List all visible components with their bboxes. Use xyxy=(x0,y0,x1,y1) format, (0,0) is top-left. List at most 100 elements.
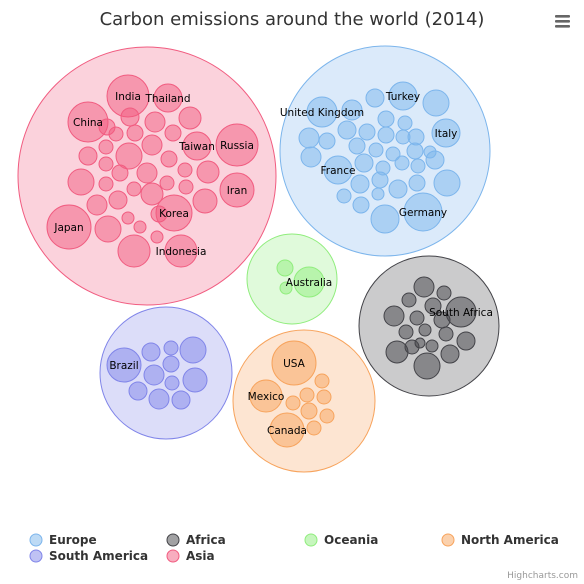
series-group-oceania[interactable]: Australia xyxy=(246,233,338,325)
bubble-europe-12[interactable] xyxy=(397,115,413,131)
bubble-asia-32[interactable] xyxy=(108,190,128,210)
bubble-africa-17[interactable] xyxy=(413,352,441,380)
bubble-africa-2[interactable] xyxy=(436,285,452,301)
bubble-europe-25[interactable] xyxy=(354,153,374,173)
legend-item-europe[interactable]: Europe xyxy=(29,533,97,547)
bubble-north-america-6[interactable] xyxy=(316,389,332,405)
bubble-asia-25[interactable] xyxy=(160,150,178,168)
legend-item-africa[interactable]: Africa xyxy=(166,533,226,547)
bubble-asia-33[interactable] xyxy=(86,194,108,216)
bubble-france[interactable] xyxy=(323,155,353,185)
bubble-europe-34[interactable] xyxy=(352,196,370,214)
bubble-asia-26[interactable] xyxy=(177,162,193,178)
legend-item-north-america[interactable]: North America xyxy=(441,533,559,547)
bubble-europe-8[interactable] xyxy=(341,99,363,121)
bubble-asia-16[interactable] xyxy=(141,134,163,156)
bubble-europe-14[interactable] xyxy=(395,129,411,145)
bubble-thailand[interactable] xyxy=(153,83,183,113)
series-group-asia[interactable]: India Thailand China Taiwan Russia Iran Korea J… xyxy=(17,46,277,306)
bubble-north-america-7[interactable] xyxy=(300,402,318,420)
bubble-europe-18[interactable] xyxy=(385,146,401,162)
legend-item-south-america[interactable]: South America xyxy=(29,549,148,563)
bubble-indonesia[interactable] xyxy=(164,234,198,268)
bubble-europe-35[interactable] xyxy=(371,187,385,201)
bubble-taiwan[interactable] xyxy=(182,131,212,161)
bubble-south-america-3[interactable] xyxy=(163,340,179,356)
bubble-north-america-5[interactable] xyxy=(285,395,301,411)
bubble-africa-10[interactable] xyxy=(440,344,460,364)
bubble-asia-38[interactable] xyxy=(117,234,151,268)
bubble-south-america-4[interactable] xyxy=(162,355,180,373)
bubble-europe-32[interactable] xyxy=(408,174,426,192)
bubble-asia-13[interactable] xyxy=(108,126,124,142)
bubble-south-africa[interactable] xyxy=(445,296,477,328)
bubble-africa-3[interactable] xyxy=(401,292,417,308)
bubble-usa[interactable] xyxy=(271,340,317,386)
bubble-oceania-2[interactable] xyxy=(279,281,293,295)
series-group-north-america[interactable]: USA Mexico Canada xyxy=(232,329,376,473)
bubble-asia-28[interactable] xyxy=(178,179,194,195)
bubble-asia-30[interactable] xyxy=(140,182,164,206)
bubble-asia-19[interactable] xyxy=(78,146,98,166)
bubble-australia[interactable] xyxy=(293,266,325,298)
bubble-turkey[interactable] xyxy=(388,81,418,111)
bubble-africa-5[interactable] xyxy=(409,310,425,326)
bubble-asia-14[interactable] xyxy=(126,124,144,142)
bubble-africa-14[interactable] xyxy=(425,339,439,353)
bubble-europe-30[interactable] xyxy=(371,171,389,189)
bubble-africa-4[interactable] xyxy=(383,305,405,327)
bubble-asia-21[interactable] xyxy=(67,168,95,196)
bubble-europe-10[interactable] xyxy=(358,123,376,141)
bubble-asia-31[interactable] xyxy=(126,181,142,197)
bubble-asia-35[interactable] xyxy=(121,211,135,225)
bubble-asia-24[interactable] xyxy=(136,162,158,184)
series-group-south-america[interactable]: Brazil xyxy=(99,306,233,440)
bubble-asia-15[interactable] xyxy=(164,124,182,142)
bubble-asia-40[interactable] xyxy=(150,205,168,223)
bubble-europe-22[interactable] xyxy=(298,127,320,149)
bubble-europe-11[interactable] xyxy=(377,110,395,128)
bubble-europe-17[interactable] xyxy=(368,142,384,158)
bubble-russia[interactable] xyxy=(215,123,259,167)
bubble-europe-28[interactable] xyxy=(410,158,426,174)
bubble-europe-36[interactable] xyxy=(433,169,461,197)
bubble-oceania-1[interactable] xyxy=(276,259,294,277)
credits-link[interactable]: Highcharts.com xyxy=(507,571,578,581)
bubble-south-america-9[interactable] xyxy=(182,367,208,393)
bubble-asia-10[interactable] xyxy=(144,111,166,133)
bubble-south-america-6[interactable] xyxy=(128,381,148,401)
bubble-asia-22[interactable] xyxy=(98,176,114,192)
bubble-europe-33[interactable] xyxy=(336,188,352,204)
bubble-asia-9[interactable] xyxy=(178,106,202,130)
bubble-asia-23[interactable] xyxy=(111,164,129,182)
bubble-europe-6[interactable] xyxy=(422,89,450,117)
bubble-north-america-3[interactable] xyxy=(314,373,330,389)
bubble-brazil[interactable] xyxy=(106,347,142,383)
bubble-europe-19[interactable] xyxy=(406,142,424,160)
bubble-europe-24[interactable] xyxy=(300,146,322,168)
bubble-asia-37[interactable] xyxy=(150,230,164,244)
bubble-mexico[interactable] xyxy=(249,379,283,413)
bubble-japan[interactable] xyxy=(46,204,92,250)
bubble-africa-9[interactable] xyxy=(456,331,476,351)
context-menu-button[interactable] xyxy=(555,15,570,28)
bubble-europe-15[interactable] xyxy=(377,126,395,144)
bubble-asia-20[interactable] xyxy=(98,156,114,172)
series-group-europe[interactable]: United Kingdom Turkey Italy France Germany xyxy=(279,45,491,257)
bubble-europe-16[interactable] xyxy=(348,137,366,155)
bubble-south-america-2[interactable] xyxy=(141,342,161,362)
bubble-asia-36[interactable] xyxy=(133,220,147,234)
bubble-north-america-9[interactable] xyxy=(306,420,322,436)
bubble-iran[interactable] xyxy=(219,172,255,208)
bubble-south-america-10[interactable] xyxy=(171,390,191,410)
bubble-africa-6[interactable] xyxy=(424,297,442,315)
bubble-europe-7[interactable] xyxy=(365,88,385,108)
bubble-south-america-5[interactable] xyxy=(143,364,165,386)
legend-item-oceania[interactable]: Oceania xyxy=(304,533,378,547)
bubble-africa-16[interactable] xyxy=(385,340,409,364)
bubble-europe-29[interactable] xyxy=(350,174,370,194)
bubble-asia-18[interactable] xyxy=(98,139,114,155)
bubble-europe-21[interactable] xyxy=(425,150,445,170)
bubble-asia-39[interactable] xyxy=(192,188,218,214)
bubble-germany[interactable] xyxy=(403,192,443,232)
